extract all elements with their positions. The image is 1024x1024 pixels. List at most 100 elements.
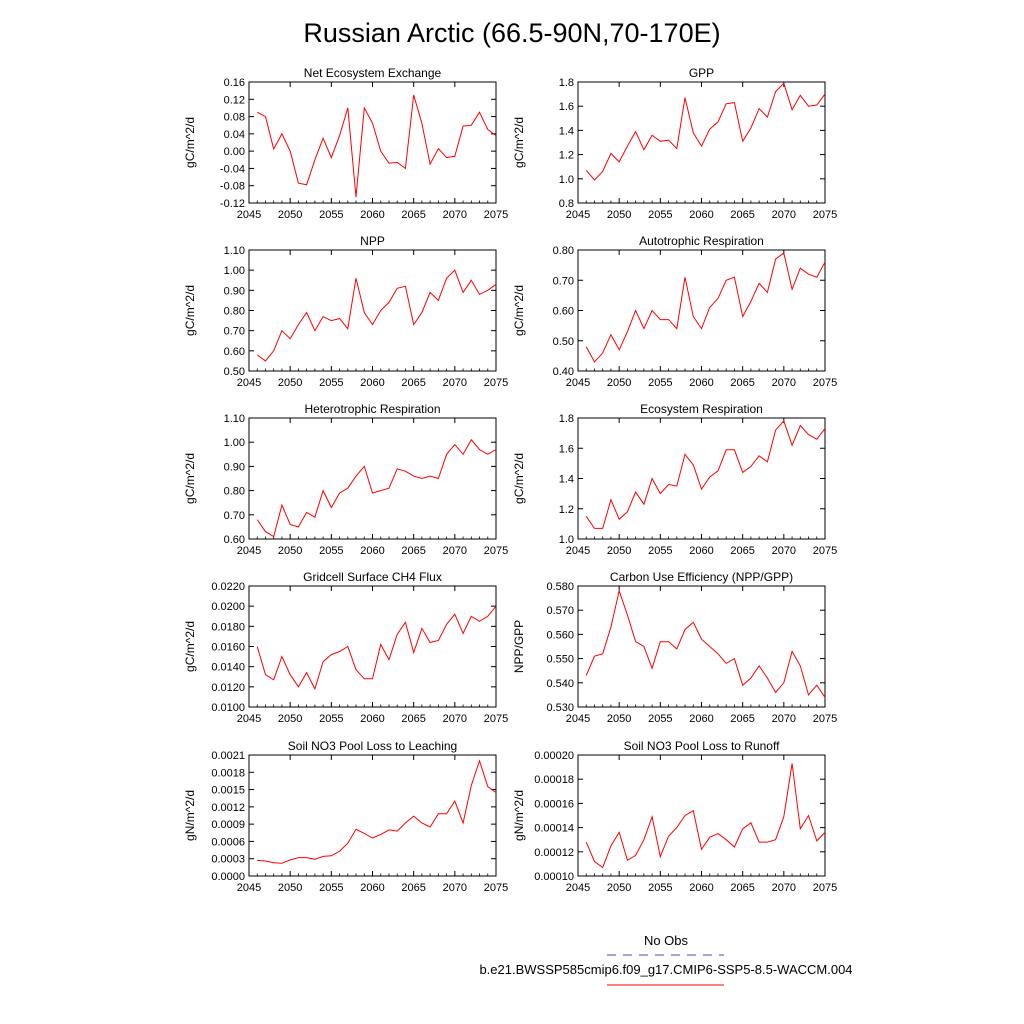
x-tick-label: 2070 — [772, 545, 796, 557]
x-tick-label: 2045 — [237, 545, 261, 557]
x-tick-label: 2045 — [237, 377, 261, 389]
x-tick-label: 2075 — [813, 882, 837, 894]
x-tick-label: 2070 — [772, 209, 796, 221]
panel-title: Gridcell Surface CH4 Flux — [303, 570, 442, 584]
x-tick-label: 2060 — [689, 209, 713, 221]
panel-carbon-use-efficiency-npp-gpp: Carbon Use Efficiency (NPP/GPP) NPP/GPP 20… — [512, 570, 837, 725]
plot-frame — [248, 585, 497, 708]
x-tick-label: 2065 — [401, 209, 425, 221]
x-tick-label: 2070 — [772, 882, 796, 894]
x-tick-label: 2045 — [237, 209, 261, 221]
x-tick-label: 2065 — [730, 209, 754, 221]
x-tick-label: 2075 — [484, 545, 508, 557]
x-tick-label: 2045 — [566, 209, 590, 221]
y-tick-label: 0.0009 — [211, 819, 245, 831]
y-tick-label: 0.580 — [546, 581, 574, 593]
y-tick-label: 0.0018 — [211, 767, 245, 779]
x-tick-label: 2045 — [237, 882, 261, 894]
x-tick-label: 2075 — [484, 882, 508, 894]
y-tick-label: 1.8 — [559, 77, 574, 89]
series-line — [585, 588, 826, 698]
y-tick-label: 0.08 — [224, 112, 245, 124]
y-tick-label: 0.60 — [224, 346, 245, 358]
panel-title: Soil NO3 Pool Loss to Runoff — [624, 739, 781, 753]
x-tick-label: 2050 — [278, 713, 302, 725]
x-tick-label: 2055 — [648, 377, 672, 389]
x-tick-label: 2045 — [566, 545, 590, 557]
plot-frame — [577, 585, 826, 708]
x-tick-label: 2075 — [484, 209, 508, 221]
x-tick-label: 2075 — [484, 377, 508, 389]
y-tick-label: 0.00 — [224, 146, 245, 158]
y-tick-label: 0.60 — [553, 306, 574, 318]
y-tick-label: 1.4 — [559, 474, 574, 486]
y-tick-label: 0.70 — [224, 326, 245, 338]
x-tick-label: 2070 — [443, 377, 467, 389]
legend-obs-label: No Obs — [644, 933, 689, 948]
x-tick-label: 2060 — [360, 545, 384, 557]
y-axis-label: gC/m^2/d — [183, 117, 197, 168]
series-line — [585, 82, 826, 181]
x-tick-label: 2050 — [278, 209, 302, 221]
page-title: Russian Arctic (66.5-90N,70-170E) — [303, 18, 720, 48]
y-tick-label: 0.560 — [546, 629, 574, 641]
legend: No Obs b.e21.BWSSP585cmip6.f09_g17.CMIP6… — [479, 933, 853, 986]
x-tick-label: 2065 — [730, 377, 754, 389]
y-tick-label: 0.0021 — [211, 750, 245, 762]
y-tick-label: 1.0 — [559, 174, 574, 186]
x-tick-label: 2060 — [689, 713, 713, 725]
x-tick-label: 2050 — [278, 545, 302, 557]
x-tick-label: 2070 — [443, 545, 467, 557]
panel-autotrophic-respiration: Autotrophic Respiration gC/m^2/d 2045 2050 2… — [512, 234, 837, 389]
y-tick-label: 1.00 — [224, 437, 245, 449]
y-tick-label: 0.0006 — [211, 836, 245, 848]
y-axis-label: gN/m^2/d — [183, 790, 197, 841]
x-tick-label: 2070 — [443, 209, 467, 221]
panel-gridcell-surface-ch4-flux: Gridcell Surface CH4 Flux gC/m^2/d 2045 205… — [183, 570, 508, 725]
y-tick-label: 0.00020 — [534, 750, 574, 762]
y-tick-label: 0.570 — [546, 605, 574, 617]
plot-frame — [577, 249, 826, 372]
y-tick-label: 0.0003 — [211, 854, 245, 866]
y-axis-label: NPP/GPP — [512, 620, 526, 673]
y-tick-label: 0.0100 — [211, 702, 245, 714]
panel-title: GPP — [689, 66, 714, 80]
x-tick-label: 2050 — [607, 545, 631, 557]
series-line — [256, 94, 497, 197]
y-tick-label: 0.0220 — [211, 581, 245, 593]
y-tick-label: 1.2 — [559, 150, 574, 162]
series-line — [256, 438, 497, 538]
panel-heterotrophic-respiration: Heterotrophic Respiration gC/m^2/d 2045 205… — [183, 402, 508, 557]
y-tick-label: 0.530 — [546, 702, 574, 714]
series-line — [256, 605, 497, 691]
x-tick-label: 2055 — [648, 545, 672, 557]
y-tick-label: 1.4 — [559, 125, 574, 137]
x-tick-label: 2060 — [689, 545, 713, 557]
y-tick-label: 0.0180 — [211, 621, 245, 633]
y-tick-label: 1.00 — [224, 265, 245, 277]
y-axis-label: gC/m^2/d — [512, 117, 526, 168]
panel-title: Net Ecosystem Exchange — [304, 66, 442, 80]
y-tick-label: 0.80 — [224, 306, 245, 318]
x-tick-label: 2050 — [607, 377, 631, 389]
y-tick-label: 0.00012 — [534, 847, 574, 859]
y-tick-label: 0.40 — [553, 366, 574, 378]
x-tick-label: 2045 — [566, 377, 590, 389]
x-tick-label: 2045 — [237, 713, 261, 725]
x-tick-label: 2065 — [401, 882, 425, 894]
x-tick-label: 2065 — [401, 545, 425, 557]
x-tick-label: 2050 — [607, 882, 631, 894]
x-tick-label: 2065 — [401, 377, 425, 389]
y-tick-label: 0.16 — [224, 77, 245, 89]
y-tick-label: -0.12 — [220, 198, 245, 210]
y-tick-label: 0.12 — [224, 94, 245, 106]
y-tick-label: -0.08 — [220, 181, 245, 193]
y-tick-label: 0.70 — [224, 510, 245, 522]
y-axis-label: gC/m^2/d — [183, 621, 197, 672]
y-tick-label: 1.10 — [224, 413, 245, 425]
x-tick-label: 2075 — [813, 545, 837, 557]
y-tick-label: 0.0000 — [211, 871, 245, 883]
legend-model-label: b.e21.BWSSP585cmip6.f09_g17.CMIP6-SSP5-8… — [479, 962, 852, 977]
panel-title: Soil NO3 Pool Loss to Leaching — [288, 739, 457, 753]
y-axis-label: gC/m^2/d — [183, 453, 197, 504]
